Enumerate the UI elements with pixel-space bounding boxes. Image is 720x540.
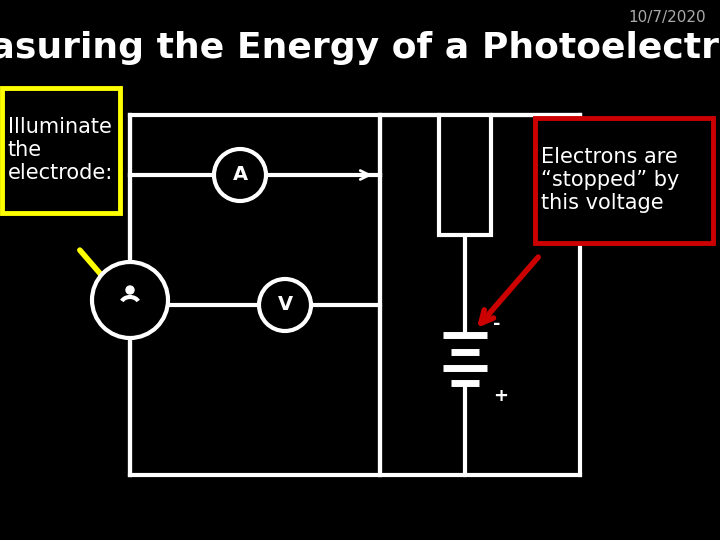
Text: A: A [233,165,248,185]
FancyBboxPatch shape [2,88,120,213]
FancyBboxPatch shape [535,118,713,243]
Text: Illuminate
the
electrode:: Illuminate the electrode: [8,117,113,183]
Text: V: V [277,295,292,314]
Bar [439,115,491,235]
Circle shape [126,286,134,294]
Circle shape [259,279,311,331]
Text: +: + [493,387,508,405]
Text: Electrons are
“stopped” by
this voltage: Electrons are “stopped” by this voltage [541,147,680,213]
Text: Measuring the Energy of a Photoelectron: Measuring the Energy of a Photoelectron [0,31,720,65]
Circle shape [92,262,168,338]
Text: 10/7/2020: 10/7/2020 [629,10,706,25]
Circle shape [214,149,266,201]
Text: -: - [493,315,500,333]
